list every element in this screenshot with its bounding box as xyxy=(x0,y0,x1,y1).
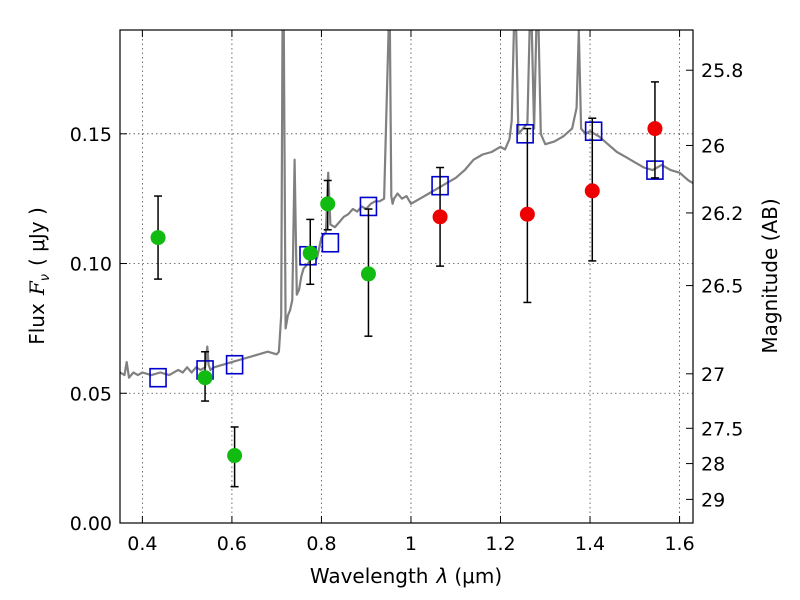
plot-area xyxy=(120,30,693,488)
y-tick-label: 0.15 xyxy=(70,124,112,146)
model-square xyxy=(149,367,167,388)
right-tick-label: 28 xyxy=(701,454,725,476)
right-tick-label: 27.5 xyxy=(701,418,743,440)
data-point xyxy=(647,121,663,137)
data-point xyxy=(302,245,318,261)
data-point xyxy=(360,266,376,282)
model-square xyxy=(225,354,244,375)
data-point xyxy=(150,230,166,246)
x-tick-label: 0.4 xyxy=(127,533,157,555)
model-square xyxy=(584,121,603,141)
x-tick-label: 0.6 xyxy=(217,533,247,555)
data-point xyxy=(432,209,448,225)
data-point xyxy=(227,448,243,464)
data-point xyxy=(320,196,336,212)
right-tick-label: 25.8 xyxy=(701,60,743,82)
x-tick-label: 1.4 xyxy=(575,533,605,555)
x-tick-label: 1.2 xyxy=(485,533,515,555)
model-square xyxy=(321,232,340,253)
spectrum-line xyxy=(120,30,693,379)
x-tick-label: 1 xyxy=(405,533,417,555)
data-point xyxy=(519,206,535,222)
y-tick-label: 0.00 xyxy=(70,513,112,535)
model-square xyxy=(516,123,534,144)
right-tick-label: 29 xyxy=(701,489,725,511)
data-point xyxy=(584,183,600,199)
right-tick-label: 26 xyxy=(701,135,725,157)
x-tick-label: 0.8 xyxy=(306,533,336,555)
plot-frame xyxy=(119,29,694,524)
axes: 0.4 0.6 0.8 1 1.2 1.4 1.6 0.00 0.05 0.10 0.15 25.8 2… xyxy=(70,30,743,555)
grid-lines xyxy=(120,30,693,524)
right-axis-title: Magnitude (AB) xyxy=(758,198,782,353)
y-tick-label: 0.05 xyxy=(70,383,112,405)
right-tick-label: 26.2 xyxy=(701,203,743,225)
x-tick-label: 1.6 xyxy=(664,533,694,555)
y-tick-label: 0.10 xyxy=(70,254,112,276)
right-tick-label: 26.5 xyxy=(701,276,743,298)
y-axis-title: FluxFν( μJy ) xyxy=(25,207,53,345)
x-axis-title: Wavelength λ (μm) xyxy=(310,564,502,588)
data-point xyxy=(197,370,213,386)
right-tick-label: 27 xyxy=(701,364,725,386)
